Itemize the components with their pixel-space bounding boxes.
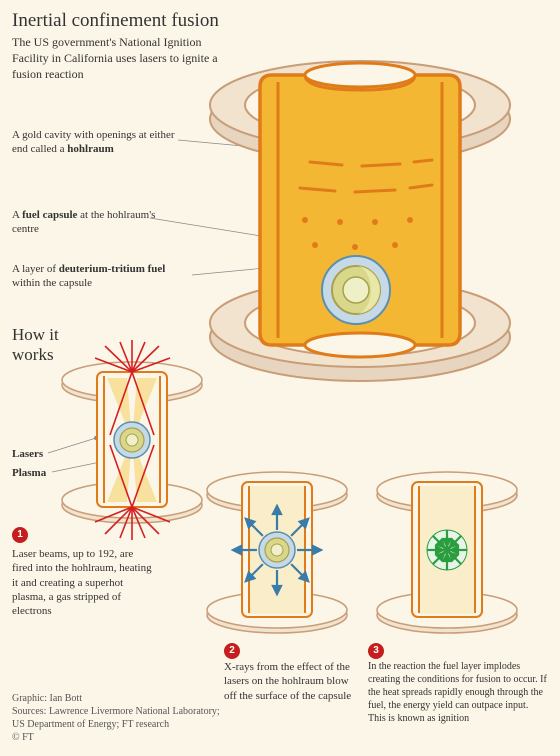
annotation-fuel: A layer of deuterium-tritium fuel within… <box>12 262 192 291</box>
ann2-pre: A <box>12 209 22 221</box>
label-plasma: Plasma <box>12 467 46 479</box>
step-badge-1: 1 <box>12 527 28 543</box>
credit-sources: Sources: Lawrence Livermore National Lab… <box>12 705 220 731</box>
credit-copyright: © FT <box>12 731 220 744</box>
annotation-capsule: A fuel capsule at the hohlraum's centre <box>12 208 182 237</box>
main-hohlraum-diagram <box>175 45 545 405</box>
step2-diagram <box>200 450 355 660</box>
credits-block: Graphic: Ian Bott Sources: Lawrence Live… <box>12 692 220 744</box>
step-text-2: X-rays from the effect of the lasers on … <box>224 660 364 703</box>
ann2-bold: fuel capsule <box>22 209 77 221</box>
credit-graphic: Graphic: Ian Bott <box>12 692 220 705</box>
annotation-hohlraum: A gold cavity with openings at either en… <box>12 128 182 157</box>
step1-diagram <box>55 340 210 550</box>
how-it-works-title: How it works <box>12 325 59 364</box>
label-lasers: Lasers <box>12 448 43 460</box>
step-text-1: Laser beams, up to 192, are fired into t… <box>12 547 152 618</box>
step3-diagram <box>370 450 525 660</box>
ann1-bold: hohlraum <box>67 143 113 155</box>
ann3-pre: A layer of <box>12 263 59 275</box>
ann3-post: within the capsule <box>12 277 92 289</box>
step-text-3: In the reaction the fuel layer implodes … <box>368 660 548 725</box>
ann3-bold: deuterium-tritium fuel <box>59 263 166 275</box>
page-title: Inertial confinement fusion <box>12 10 219 32</box>
